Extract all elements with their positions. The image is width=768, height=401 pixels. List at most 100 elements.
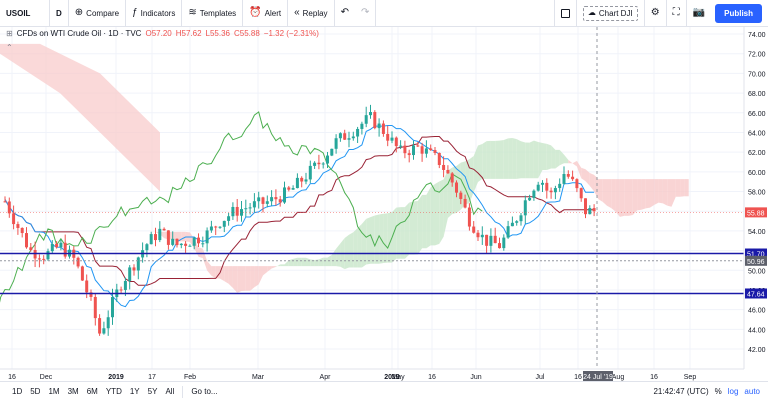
candle [575,179,579,189]
time-tick-label: May [391,374,405,381]
candle [179,243,183,246]
interval-button[interactable]: D [50,0,69,27]
timeframe-1m[interactable]: 1M [48,387,60,396]
candle [334,138,338,149]
candle [93,296,97,319]
candle [506,226,510,238]
cursor-date-badge [583,371,613,381]
publish-button[interactable]: Publish [715,3,762,23]
time-tick-label: 16 [8,374,16,381]
legend-eye-icon[interactable]: ⊞ [6,29,13,38]
timeframe-1d[interactable]: 1D [12,387,23,396]
candle [55,244,59,248]
price-tick-label: 72.00 [748,52,766,59]
kijun-line [4,136,595,286]
select-layout-checkbox[interactable] [553,0,576,27]
timeframe-1y[interactable]: 1Y [129,387,140,396]
undo-button[interactable]: ↶ [335,0,355,27]
snapshot-button[interactable]: 📷 [685,0,711,27]
layout-name-button[interactable]: ☁ Chart DJI [575,0,644,27]
candle [102,328,106,334]
log-toggle[interactable]: log [727,387,739,396]
redo-button[interactable]: ↷ [355,0,377,27]
tenkan-line [4,125,595,308]
price-tick-label: 42.00 [748,347,766,354]
candle [154,234,157,241]
timeframe-5y[interactable]: 5Y [147,387,158,396]
compare-button[interactable]: ⊕ Compare [69,0,127,27]
alarm-clock-icon: ⏰ [249,7,262,18]
candles [3,104,596,336]
candle [403,145,407,154]
candle [37,258,41,260]
fullscreen-button[interactable]: ⛶ [665,0,686,27]
plus-circle-icon: ⊕ [74,7,84,18]
auto-toggle[interactable]: auto [744,387,760,396]
candle [485,234,489,246]
level-badge-50-96-label: 50.96 [747,259,765,266]
candle [106,317,110,329]
timeframe-ytd[interactable]: YTD [105,387,122,396]
candle [360,123,364,129]
candle [515,221,519,223]
collapse-legend-button[interactable]: ⌃ [6,43,13,52]
candle [579,188,583,199]
level-badge-47-64-label: 47.64 [747,291,765,298]
indicators-button[interactable]: ƒ Indicators [126,0,183,27]
templates-button[interactable]: ≋ Templates [182,0,244,27]
candle [235,206,239,216]
time-tick-label: Dec [40,374,53,381]
interval-label: D [56,8,62,18]
candle [29,247,33,250]
candle [192,237,196,246]
time-tick-label: 16 [650,374,658,381]
candle [429,148,433,151]
candle [476,232,480,238]
candle [493,235,497,244]
candle [317,162,321,165]
goto-button[interactable]: Go to... [191,387,218,396]
candle [201,243,205,245]
replay-icon: « [294,7,300,18]
candle [407,153,411,156]
alert-button[interactable]: ⏰ Alert [243,0,289,27]
templates-label: Templates [199,8,237,18]
percent-toggle[interactable]: % [714,387,722,396]
candle [12,213,16,225]
templates-icon: ≋ [188,7,197,18]
candle [356,128,360,137]
timeframe-5d[interactable]: 5D [30,387,41,396]
candle [381,123,385,134]
time-tick-label: 17 [148,374,156,381]
candle [265,201,269,204]
candle [412,145,415,156]
candle [308,165,312,180]
candle [424,148,428,154]
candle [278,199,282,203]
candle [532,190,536,198]
price-tick-label: 66.00 [748,111,766,118]
candle [274,197,278,200]
replay-button[interactable]: « Replay [288,0,335,27]
legend-title: CFDs on WTI Crude Oil · 1D · TVC [16,29,142,38]
level-badge-50-96 [745,255,767,266]
chart-area[interactable]: 74.00 72.00 70.00 68.00 66.00 64.00 62.00 60.00… [0,27,768,381]
current-price-badge [745,207,767,218]
settings-button[interactable]: ⚙ [643,0,666,27]
candle [433,150,437,153]
cloud-icon: ☁ [587,8,596,17]
timeframe-6m[interactable]: 6M [86,387,98,396]
price-axis[interactable]: 74.00 72.00 70.00 68.00 66.00 64.00 62.00 60.00… [745,32,767,354]
price-tick-label: 58.00 [748,190,766,197]
timeframe-all[interactable]: All [165,387,175,396]
current-price-badge-label: 55.88 [747,210,765,217]
price-tick-label: 74.00 [748,32,766,39]
clock-label[interactable]: 21:42:47 (UTC) [653,387,709,396]
timeframe-3m[interactable]: 3M [67,387,79,396]
price-chart[interactable]: 74.00 72.00 70.00 68.00 66.00 64.00 62.00 60.00… [0,27,768,381]
candle [149,234,153,245]
symbol-search[interactable]: USOIL [0,0,50,27]
candle [536,184,540,191]
candle [347,138,351,140]
